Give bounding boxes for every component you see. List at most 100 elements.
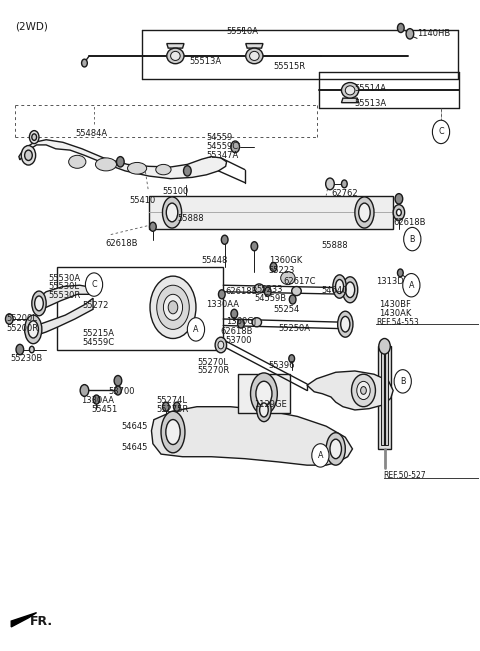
Circle shape: [5, 314, 13, 324]
Text: 55270L: 55270L: [197, 358, 228, 367]
Ellipse shape: [355, 197, 374, 228]
Circle shape: [351, 374, 375, 407]
Text: 55274L: 55274L: [157, 396, 188, 405]
Text: 54640: 54640: [322, 286, 348, 295]
Ellipse shape: [254, 284, 264, 293]
Circle shape: [150, 222, 156, 231]
Text: 55451: 55451: [92, 405, 118, 414]
Ellipse shape: [251, 373, 277, 415]
Ellipse shape: [281, 271, 295, 284]
Circle shape: [312, 444, 329, 467]
Circle shape: [238, 319, 244, 328]
Text: 55233: 55233: [257, 284, 283, 294]
Text: 62618B: 62618B: [226, 286, 258, 296]
Circle shape: [21, 146, 36, 165]
Ellipse shape: [24, 315, 42, 344]
Text: 1430BF: 1430BF: [379, 299, 411, 309]
Circle shape: [432, 120, 450, 144]
Ellipse shape: [336, 279, 344, 294]
Text: 55510A: 55510A: [227, 27, 258, 36]
Circle shape: [29, 346, 34, 353]
Text: 54645: 54645: [122, 422, 148, 431]
Circle shape: [221, 235, 228, 244]
Text: 55100: 55100: [162, 187, 189, 196]
Ellipse shape: [32, 291, 46, 316]
Circle shape: [231, 141, 240, 153]
Text: 55484A: 55484A: [75, 129, 107, 137]
Circle shape: [218, 341, 224, 349]
Circle shape: [395, 193, 403, 204]
Circle shape: [396, 209, 401, 215]
Text: A: A: [318, 451, 323, 460]
Circle shape: [264, 287, 271, 296]
Text: 55275R: 55275R: [157, 405, 189, 414]
Circle shape: [29, 131, 39, 144]
Ellipse shape: [252, 318, 262, 327]
Ellipse shape: [346, 282, 355, 298]
Text: 55254: 55254: [274, 305, 300, 314]
Circle shape: [270, 262, 277, 271]
Ellipse shape: [341, 316, 350, 332]
Ellipse shape: [166, 419, 180, 445]
Text: A: A: [408, 281, 414, 290]
Bar: [238, 374, 290, 413]
Circle shape: [394, 370, 411, 393]
Text: 55215A: 55215A: [82, 329, 114, 339]
Text: 55888: 55888: [322, 241, 348, 250]
Polygon shape: [341, 98, 359, 103]
Polygon shape: [11, 613, 36, 627]
Text: 55513A: 55513A: [355, 100, 387, 109]
Text: 55396: 55396: [269, 361, 295, 370]
Text: B: B: [400, 377, 406, 386]
Text: 1313DA: 1313DA: [376, 277, 410, 286]
Polygon shape: [36, 285, 94, 307]
Ellipse shape: [326, 433, 345, 465]
Text: 55514A: 55514A: [355, 84, 387, 93]
Text: C: C: [438, 128, 444, 137]
Circle shape: [357, 381, 370, 400]
Ellipse shape: [161, 411, 185, 453]
Text: 62617C: 62617C: [283, 277, 315, 286]
Circle shape: [289, 295, 296, 304]
Polygon shape: [19, 140, 227, 178]
Circle shape: [16, 344, 24, 355]
Ellipse shape: [260, 403, 268, 417]
Polygon shape: [152, 407, 352, 465]
Ellipse shape: [337, 311, 353, 337]
Text: 53700: 53700: [108, 387, 135, 396]
Text: 55530A: 55530A: [48, 273, 81, 283]
Ellipse shape: [246, 48, 263, 64]
Circle shape: [289, 355, 295, 363]
Circle shape: [150, 276, 196, 339]
Text: 55530L: 55530L: [48, 282, 80, 291]
Circle shape: [218, 290, 225, 299]
Ellipse shape: [28, 321, 38, 338]
Ellipse shape: [333, 275, 346, 298]
Text: 62618B: 62618B: [105, 239, 138, 248]
Text: 1330AA: 1330AA: [206, 299, 240, 309]
Ellipse shape: [359, 203, 370, 222]
Text: 55200L: 55200L: [6, 314, 37, 324]
Text: 55272: 55272: [82, 301, 108, 310]
Text: 1140HB: 1140HB: [417, 29, 450, 38]
Ellipse shape: [167, 48, 184, 64]
Text: 55347A: 55347A: [206, 152, 239, 160]
Circle shape: [80, 385, 89, 396]
Circle shape: [24, 150, 32, 161]
Ellipse shape: [330, 439, 341, 459]
Circle shape: [325, 178, 334, 189]
Circle shape: [406, 29, 414, 39]
Circle shape: [114, 376, 122, 386]
Ellipse shape: [257, 398, 271, 422]
Text: 54559: 54559: [206, 133, 233, 142]
Text: REF.50-527: REF.50-527: [384, 471, 426, 480]
Polygon shape: [246, 44, 263, 48]
Text: 54559B: 54559B: [254, 294, 287, 303]
Ellipse shape: [341, 83, 359, 98]
Text: 53700: 53700: [226, 336, 252, 345]
Circle shape: [168, 301, 178, 314]
Text: 55230B: 55230B: [10, 354, 43, 363]
Text: (2WD): (2WD): [15, 21, 48, 31]
Text: 55515R: 55515R: [274, 62, 306, 72]
Ellipse shape: [166, 203, 178, 222]
